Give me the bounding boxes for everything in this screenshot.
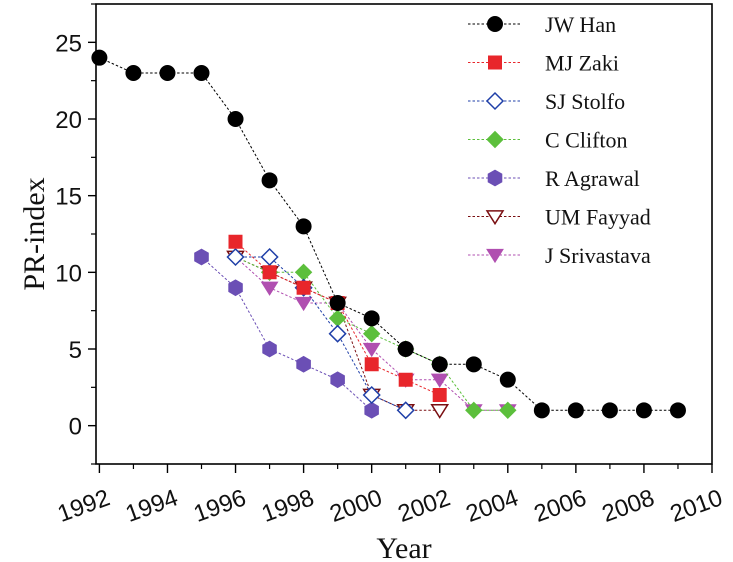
data-point-jw-han [91,49,108,66]
data-point-sj-stolfo [362,385,381,405]
legend-marker [486,130,504,149]
data-point-j-srivastava [260,281,279,296]
data-point-j-srivastava [362,342,381,358]
data-point-mj-zaki [262,265,277,280]
y-axis: 0 5 10 15 20 25 [55,3,96,465]
legend-marker [487,169,503,187]
data-point-jw-han [533,402,550,419]
y-axis-title: PR-index [18,177,51,290]
y-tick-label: 10 [55,260,82,287]
data-point-r-agrawal [262,340,277,358]
legend-item-jw-han: JW Han [468,12,616,37]
x-tick-label: 1994 [122,484,181,528]
y-tick-label: 20 [55,107,82,134]
y-tick-label: 25 [55,30,82,57]
data-point-sj-stolfo [226,247,245,267]
x-axis-title: Year [376,532,431,562]
data-point-j-srivastava [294,296,313,312]
legend-item-r-agrawal: R Agrawal [468,166,640,191]
data-point-jw-han [159,65,176,81]
data-point-jw-han [567,402,584,419]
data-point-jw-han [499,371,516,388]
legend-label: C Clifton [545,128,628,153]
legend-marker [488,55,502,70]
legend-label: R Agrawal [545,166,640,191]
legend-item-sj-stolfo: SJ Stolfo [468,89,625,114]
x-tick-label: 2004 [462,484,521,528]
data-point-c-clifton [499,401,517,420]
legend-label: SJ Stolfo [545,89,625,114]
series-line-j-srivastava [235,256,508,411]
data-point-jw-han [125,65,142,81]
y-tick-label: 15 [55,184,82,211]
data-point-jw-han [431,356,448,373]
legend-marker [485,91,505,111]
legend-marker [486,248,504,264]
series-sj-stolfo [226,247,415,420]
data-point-r-agrawal [364,401,379,419]
data-point-r-agrawal [194,248,209,266]
data-point-jw-han [227,111,244,127]
data-point-r-agrawal [330,371,345,389]
legend-label: J Srivastava [545,243,651,268]
legend-marker [487,16,503,32]
legend-item-j-srivastava: J Srivastava [468,243,651,268]
x-tick-label: 2002 [394,484,453,528]
data-point-jw-han [601,402,618,419]
data-point-mj-zaki [432,388,447,402]
x-tick-label: 2006 [531,484,590,528]
data-point-mj-zaki [398,372,413,387]
legend-item-um-fayyad: UM Fayyad [468,205,651,230]
legend-marker [485,210,505,226]
series-r-agrawal [194,248,379,419]
data-point-jw-han [295,218,312,235]
x-tick-label: 2000 [326,484,385,528]
data-point-r-agrawal [296,355,311,373]
data-point-um-fayyad [430,403,450,419]
data-point-jw-han [635,402,652,419]
x-axis: 1992 1994 1996 1998 2000 2002 2004 2006 2008 2010 [54,464,726,528]
data-point-sj-stolfo [260,247,279,267]
x-tick-label: 1992 [54,484,113,528]
data-point-mj-zaki [228,234,243,249]
legend-item-mj-zaki: MJ Zaki [468,51,619,76]
y-tick-label: 0 [69,414,82,441]
data-point-c-clifton [362,324,381,343]
data-point-jw-han [261,172,278,189]
data-point-sj-stolfo [328,324,347,343]
data-point-sj-stolfo [396,401,415,420]
data-point-j-srivastava [430,373,449,388]
y-tick-label: 5 [69,337,82,364]
legend-label: JW Han [545,12,616,37]
legend-item-c-clifton: C Clifton [468,128,628,153]
legend-label: UM Fayyad [545,205,651,230]
data-point-jw-han [329,295,346,311]
data-point-mj-zaki [296,280,311,295]
data-point-c-clifton [294,263,313,282]
x-tick-label: 1998 [258,484,317,528]
data-point-jw-han [465,356,482,373]
series-layer [91,49,686,420]
data-point-jw-han [397,341,414,357]
data-point-jw-han [363,310,380,327]
data-point-jw-han [669,402,686,419]
x-tick-label: 1996 [190,484,249,528]
series-jw-han [91,49,686,419]
data-point-r-agrawal [228,279,243,297]
legend-label: MJ Zaki [545,51,619,76]
data-point-jw-han [193,65,210,81]
x-tick-label: 2010 [667,484,726,528]
x-tick-label: 2008 [599,484,658,528]
legend: JW Han MJ Zaki SJ Stolfo C Clifton R Agrawal… [468,12,651,268]
data-point-c-clifton [465,401,483,420]
data-point-mj-zaki [364,357,379,372]
